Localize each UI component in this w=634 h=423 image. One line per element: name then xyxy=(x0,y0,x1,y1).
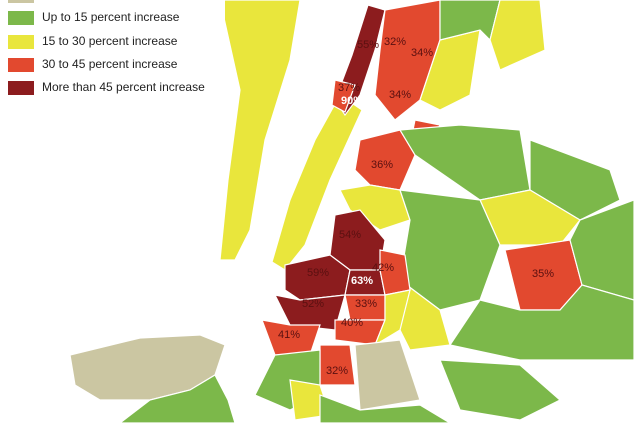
region xyxy=(439,0,501,42)
percent-label: 33% xyxy=(355,298,377,310)
region xyxy=(319,394,452,423)
percent-label: 34% xyxy=(411,47,433,59)
percent-label: 59% xyxy=(307,267,329,279)
region xyxy=(373,289,411,347)
legend-swatch xyxy=(8,58,34,72)
region xyxy=(529,139,621,221)
percent-labels: 55% 32% 34% 37%90% 34% 36% 54% 59% 63%42% 52% 33% 4… xyxy=(278,36,554,377)
region xyxy=(331,79,356,113)
region xyxy=(119,374,236,423)
percent-label: 34% xyxy=(389,89,411,101)
percent-label: 36% xyxy=(371,159,393,171)
legend-label: Up to 15 percent increase xyxy=(42,10,180,24)
region xyxy=(261,319,321,356)
legend-label: 30 to 45 percent increase xyxy=(42,57,178,71)
legend-swatch xyxy=(8,11,34,25)
percent-label: 42% xyxy=(372,262,394,274)
regions xyxy=(69,0,634,423)
region xyxy=(398,124,531,201)
percent-label: 40% xyxy=(341,317,363,329)
legend-swatch xyxy=(8,81,34,95)
region xyxy=(354,339,421,411)
legend-label: More than 45 percent increase xyxy=(42,80,205,94)
percent-label: 52% xyxy=(302,298,324,310)
percent-label: 41% xyxy=(278,329,300,341)
legend-label: 15 to 30 percent increase xyxy=(42,34,178,48)
region xyxy=(489,0,546,71)
legend-background xyxy=(0,0,225,100)
percent-label: 54% xyxy=(339,229,361,241)
percent-label: 37% xyxy=(338,82,360,94)
region xyxy=(399,189,501,311)
percent-label: 35% xyxy=(532,268,554,280)
region xyxy=(273,294,346,331)
legend-swatch xyxy=(8,0,34,3)
legend: No increase Up to 15 percent increase 15 t… xyxy=(0,0,225,100)
percent-label: 32% xyxy=(384,36,406,48)
region xyxy=(449,284,634,361)
region xyxy=(439,359,562,421)
percent-label: 63% xyxy=(351,275,373,287)
percent-label: 90% xyxy=(341,95,363,107)
legend-swatch xyxy=(8,35,34,49)
percent-label: 32% xyxy=(326,365,348,377)
percent-label: 55% xyxy=(357,39,379,51)
legend-label: No increase xyxy=(42,0,106,2)
region xyxy=(219,0,301,261)
